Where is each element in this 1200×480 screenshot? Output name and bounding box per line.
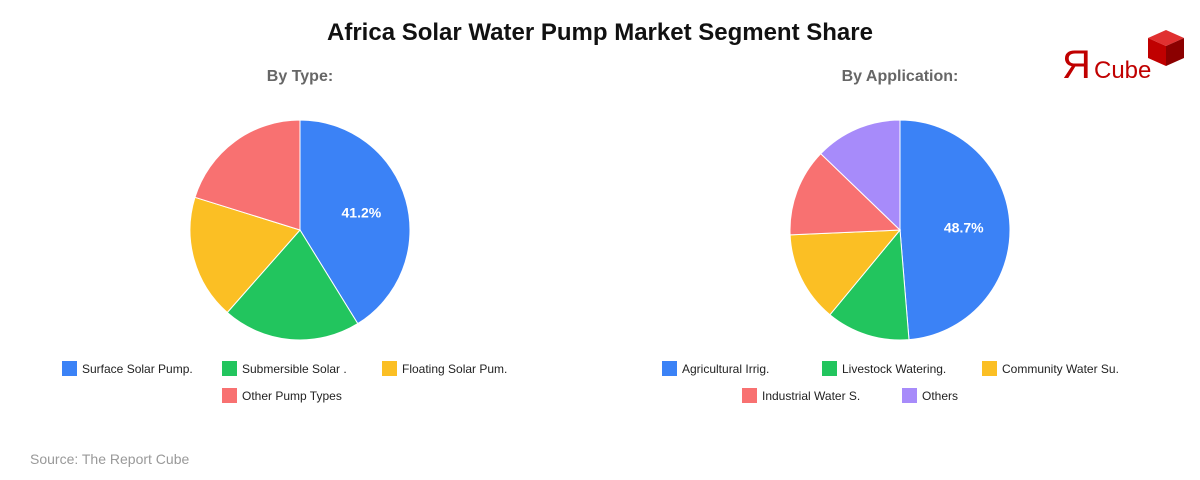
data-label: 41.2%: [342, 205, 382, 221]
pie-application: 48.7%: [789, 119, 1011, 341]
legend-label: Industrial Water S.: [762, 388, 861, 403]
legend-item[interactable]: Agricultural Irrig.: [662, 361, 769, 376]
legend-item[interactable]: Surface Solar Pump.: [62, 361, 193, 376]
legend-item[interactable]: Industrial Water S.: [742, 388, 860, 403]
legend-item[interactable]: Submersible Solar .: [222, 361, 347, 376]
pie-title-type: By Type:: [266, 68, 334, 85]
legend-swatch: [62, 361, 77, 376]
pie-slice: [829, 228, 910, 341]
legend-swatch: [382, 361, 397, 376]
legend-swatch: [222, 361, 237, 376]
legend-label: Agricultural Irrig.: [682, 361, 770, 376]
source-note: Source: The Report Cube: [30, 451, 190, 467]
pie-slice: [194, 119, 301, 231]
legend-item[interactable]: Livestock Watering.: [822, 361, 946, 376]
legend-label: Livestock Watering.: [842, 361, 947, 376]
legend-swatch: [662, 361, 677, 376]
legend-label: Others: [922, 388, 959, 403]
legend-label: Floating Solar Pum.: [402, 361, 508, 376]
pie-slice: [899, 119, 1011, 341]
pie-slice: [789, 152, 902, 236]
pie-slice: [820, 119, 901, 232]
legend-swatch: [982, 361, 997, 376]
svg-text:Cube: Cube: [1094, 57, 1151, 83]
legend-swatch: [742, 388, 757, 403]
pie-title-application: By Application:: [841, 68, 959, 85]
pie-slice: [189, 196, 301, 314]
legend-label: Other Pump Types: [242, 388, 342, 403]
legend-swatch: [222, 388, 237, 403]
pie-type: 41.2%: [189, 119, 411, 341]
pie-slice: [789, 229, 902, 316]
legend-label: Community Water Su.: [1002, 361, 1119, 376]
data-label: 48.7%: [944, 219, 984, 235]
legend-item[interactable]: Community Water Su.: [982, 361, 1119, 376]
pie-slice: [299, 119, 411, 325]
legend-item[interactable]: Other Pump Types: [222, 388, 342, 403]
legend-item[interactable]: Others: [902, 388, 958, 403]
pie-slice: [226, 229, 359, 341]
legend-swatch: [902, 388, 917, 403]
logo: Я Cube: [1062, 30, 1184, 83]
legend-item[interactable]: Floating Solar Pum.: [382, 361, 507, 376]
chart-title: Africa Solar Water Pump Market Segment S…: [327, 19, 873, 46]
legend-swatch: [822, 361, 837, 376]
legend-label: Surface Solar Pump.: [82, 361, 193, 376]
legend-label: Submersible Solar .: [242, 361, 347, 376]
svg-text:Я: Я: [1062, 43, 1091, 83]
